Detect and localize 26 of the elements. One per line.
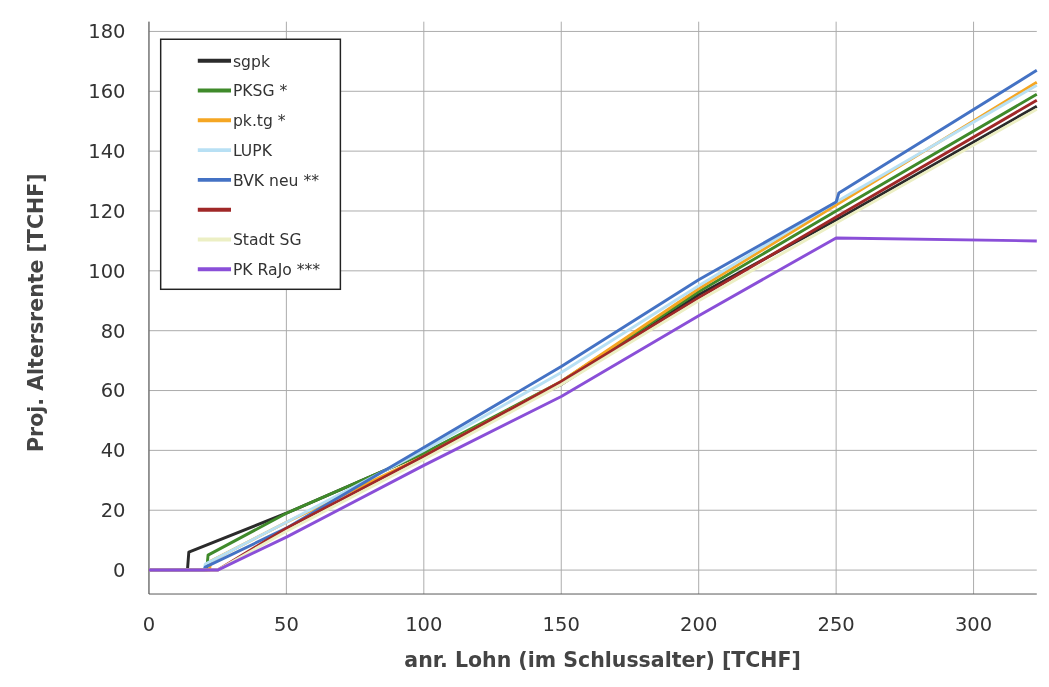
x-tick-label: 100 (405, 613, 443, 637)
y-tick-label: 80 (100, 319, 126, 343)
x-tick-label: 200 (680, 613, 718, 637)
y-tick-label: 160 (88, 80, 126, 104)
legend-label: Stadt SG (232, 231, 302, 250)
legend-label: LUPK (232, 141, 273, 160)
legend-label: pk.tg * (232, 112, 286, 131)
x-tick-label: 0 (142, 613, 156, 637)
legend-label: PKSG * (232, 82, 288, 101)
x-tick-label: 250 (817, 613, 855, 637)
y-tick-label: 20 (100, 499, 126, 523)
y-tick-label: 180 (88, 20, 126, 44)
legend-label: PK RaJo *** (232, 261, 321, 280)
y-tick-label: 60 (100, 379, 126, 403)
x-tick-label: 50 (273, 613, 299, 637)
legend-label: BVK neu ** (232, 171, 320, 190)
legend-label: sgpk (232, 52, 270, 71)
x-tick-label: 300 (954, 613, 993, 637)
y-tick-label: 120 (88, 199, 126, 223)
y-tick-label: 100 (88, 259, 126, 283)
y-tick-label: 0 (113, 558, 126, 582)
x-axis-title: anr. Lohn (im Schlussalter) [TCHF] (404, 648, 801, 673)
y-tick-label: 40 (100, 439, 126, 463)
y-axis-title: Proj. Altersrente [TCHF] (24, 173, 49, 452)
y-tick-label: 140 (88, 139, 126, 163)
x-tick-label: 150 (542, 613, 580, 637)
